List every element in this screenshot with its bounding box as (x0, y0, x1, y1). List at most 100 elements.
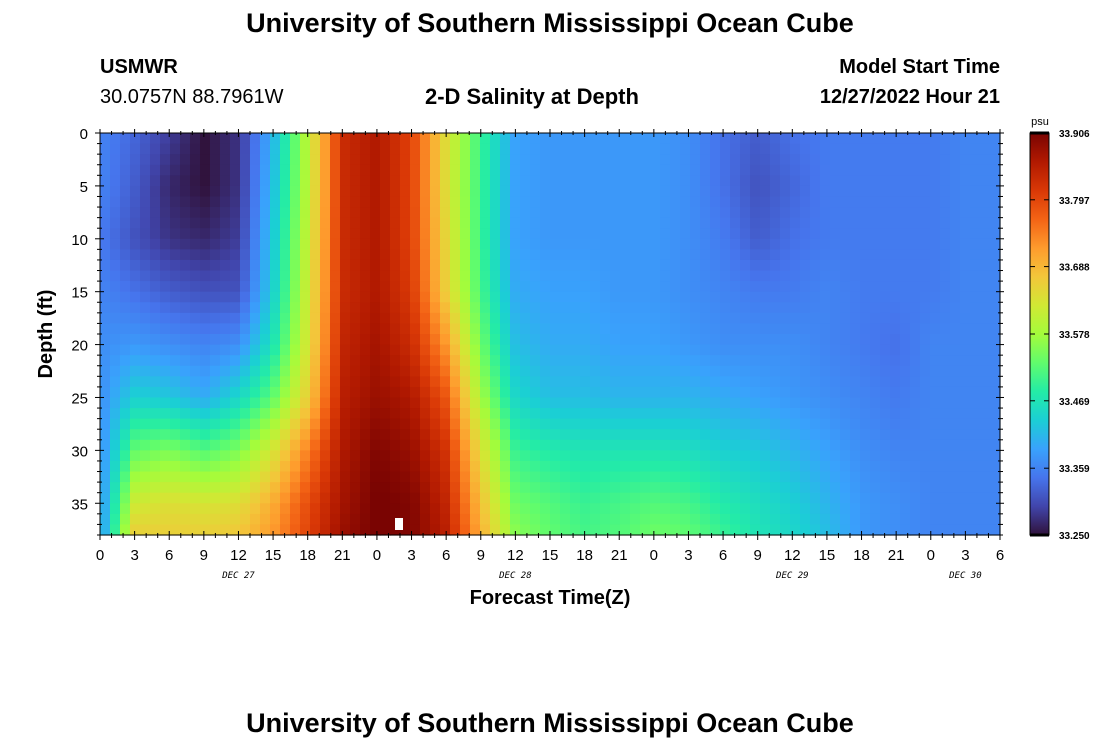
heatmap-cell (120, 164, 131, 176)
heatmap-cell (860, 376, 871, 388)
heatmap-cell (590, 334, 601, 346)
heatmap-cell (770, 175, 781, 187)
heatmap-cell (610, 133, 621, 145)
heatmap-cell (180, 492, 191, 504)
heatmap-cell (580, 503, 591, 515)
heatmap-cell (350, 524, 361, 536)
heatmap-cell (210, 355, 221, 367)
heatmap-cell (930, 164, 941, 176)
heatmap-cell (280, 185, 291, 198)
heatmap-cell (450, 312, 461, 325)
heatmap-cell (630, 386, 641, 399)
heatmap-cell (950, 323, 961, 335)
date-label: DEC 28 (498, 571, 532, 581)
heatmap-cell (840, 450, 851, 462)
heatmap-cell (300, 323, 311, 335)
heatmap-cell (670, 471, 681, 483)
heatmap-cell (290, 196, 301, 208)
heatmap-cell (580, 291, 591, 303)
heatmap-cell (160, 386, 171, 399)
heatmap-cell (710, 418, 721, 430)
heatmap-cell (780, 344, 791, 356)
heatmap-cell (310, 344, 321, 356)
heatmap-cell (240, 386, 251, 399)
heatmap-cell (330, 460, 341, 473)
heatmap-cell (920, 503, 931, 515)
heatmap-cell (900, 196, 911, 208)
heatmap-cell (400, 376, 411, 388)
heatmap-cell (840, 133, 851, 145)
heatmap-cell (970, 344, 981, 356)
heatmap-cell (200, 439, 211, 451)
heatmap-cell (170, 492, 181, 504)
heatmap-cell (990, 355, 1001, 367)
heatmap-cell (340, 185, 351, 198)
heatmap-cell (260, 429, 271, 441)
heatmap-cell (300, 154, 311, 166)
heatmap-cell (500, 386, 511, 399)
heatmap-cell (830, 376, 841, 388)
heatmap-cell (590, 259, 601, 272)
heatmap-cell (550, 249, 561, 261)
x-tick-label: 3 (130, 547, 138, 564)
heatmap-cell (230, 429, 241, 441)
x-tick-label: 3 (961, 547, 969, 564)
heatmap-cell (700, 281, 711, 293)
heatmap-cell (240, 429, 251, 441)
heatmap-cell (550, 323, 561, 335)
heatmap-cell (490, 524, 501, 536)
heatmap-cell (900, 312, 911, 325)
heatmap-cell (400, 365, 411, 377)
heatmap-cell (400, 164, 411, 176)
heatmap-cell (450, 302, 461, 314)
heatmap-cell (510, 207, 521, 219)
heatmap-cell (860, 471, 871, 483)
heatmap-cell (840, 259, 851, 272)
heatmap-cell (240, 196, 251, 208)
heatmap-cell (810, 460, 821, 473)
heatmap-cell (610, 344, 621, 356)
heatmap-cell (620, 460, 631, 473)
heatmap-cell (450, 291, 461, 303)
heatmap-cell (960, 429, 971, 441)
heatmap-cell (550, 450, 561, 462)
date-label: DEC 27 (221, 571, 255, 581)
heatmap-cell (220, 482, 231, 494)
heatmap-cell (990, 503, 1001, 515)
heatmap-cell (870, 386, 881, 399)
heatmap-cell (730, 270, 741, 282)
heatmap-cell (260, 323, 271, 335)
heatmap-cell (570, 196, 581, 208)
heatmap-cell (790, 460, 801, 473)
heatmap-cell (410, 312, 421, 325)
heatmap-cell (850, 143, 861, 155)
heatmap-cell (270, 238, 281, 250)
heatmap-cell (230, 471, 241, 483)
heatmap-cell (510, 249, 521, 261)
heatmap-cell (270, 355, 281, 367)
heatmap-cell (250, 291, 261, 303)
heatmap-cell (130, 513, 141, 526)
heatmap-cell (200, 133, 211, 145)
heatmap-cell (180, 185, 191, 198)
heatmap-cell (190, 175, 201, 187)
heatmap-cell (650, 164, 661, 176)
heatmap-cell (530, 238, 541, 250)
heatmap-cell (100, 492, 111, 504)
heatmap-cell (720, 386, 731, 399)
heatmap-cell (690, 503, 701, 515)
heatmap-cell (560, 365, 571, 377)
heatmap-cell (940, 418, 951, 430)
heatmap-cell (900, 154, 911, 166)
heatmap-cell (380, 334, 391, 346)
heatmap-cell (520, 482, 531, 494)
heatmap-cell (900, 207, 911, 219)
heatmap-cell (490, 344, 501, 356)
heatmap-cell (460, 365, 471, 377)
heatmap-cell (310, 228, 321, 240)
heatmap-cell (390, 471, 401, 483)
heatmap-cell (520, 334, 531, 346)
heatmap-cell (450, 323, 461, 335)
heatmap-cell (440, 185, 451, 198)
heatmap-cell (540, 196, 551, 208)
